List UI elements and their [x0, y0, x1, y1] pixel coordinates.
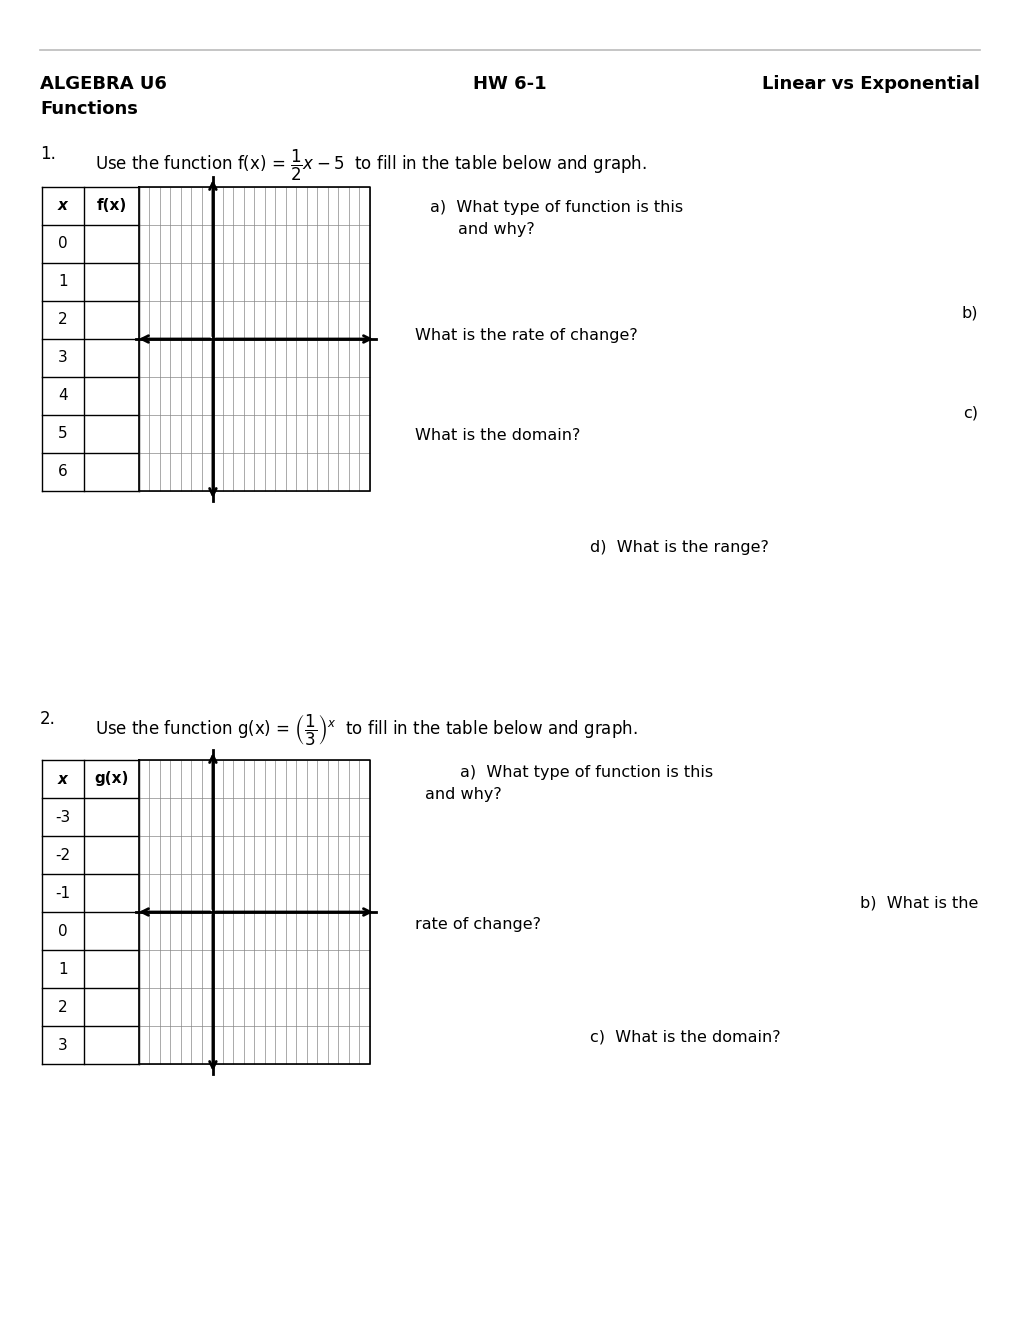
Text: 0: 0 [58, 236, 67, 252]
Text: b): b) [961, 305, 977, 319]
Text: and why?: and why? [458, 222, 534, 238]
Text: 0: 0 [58, 924, 67, 939]
Text: f(x): f(x) [96, 198, 126, 214]
Text: g(x): g(x) [94, 771, 128, 787]
Text: -3: -3 [55, 809, 70, 825]
Text: What is the domain?: What is the domain? [415, 428, 580, 444]
Text: 2: 2 [58, 313, 67, 327]
Text: -2: -2 [55, 847, 70, 862]
Text: c)  What is the domain?: c) What is the domain? [589, 1030, 780, 1045]
Text: b)  What is the: b) What is the [859, 895, 977, 909]
Text: 4: 4 [58, 388, 67, 404]
Text: HW 6-1: HW 6-1 [473, 75, 546, 92]
Text: Use the function g(x) = $\left(\dfrac{1}{3}\right)^{x}$  to fill in the table be: Use the function g(x) = $\left(\dfrac{1}… [95, 713, 637, 748]
Text: a)  What type of function is this: a) What type of function is this [430, 201, 683, 215]
Text: a)  What type of function is this: a) What type of function is this [460, 766, 712, 780]
Text: Linear vs Exponential: Linear vs Exponential [761, 75, 979, 92]
Text: 5: 5 [58, 426, 67, 441]
Text: and why?: and why? [425, 787, 501, 803]
Text: 2: 2 [58, 999, 67, 1015]
Text: 1: 1 [58, 275, 67, 289]
Text: Functions: Functions [40, 100, 138, 117]
Text: x: x [58, 198, 68, 214]
Text: What is the rate of change?: What is the rate of change? [415, 327, 637, 343]
Text: 6: 6 [58, 465, 68, 479]
Text: 3: 3 [58, 351, 68, 366]
Text: 1: 1 [58, 961, 67, 977]
Text: ALGEBRA U6: ALGEBRA U6 [40, 75, 167, 92]
Text: 1.: 1. [40, 145, 56, 162]
Text: -1: -1 [55, 886, 70, 900]
Text: c): c) [962, 405, 977, 420]
Text: 2.: 2. [40, 710, 56, 729]
Text: x: x [58, 771, 68, 787]
Text: 3: 3 [58, 1038, 68, 1052]
Text: d)  What is the range?: d) What is the range? [589, 540, 768, 554]
Text: rate of change?: rate of change? [415, 917, 540, 932]
Text: Use the function f(x) = $\dfrac{1}{2}x - 5$  to fill in the table below and grap: Use the function f(x) = $\dfrac{1}{2}x -… [95, 148, 646, 183]
